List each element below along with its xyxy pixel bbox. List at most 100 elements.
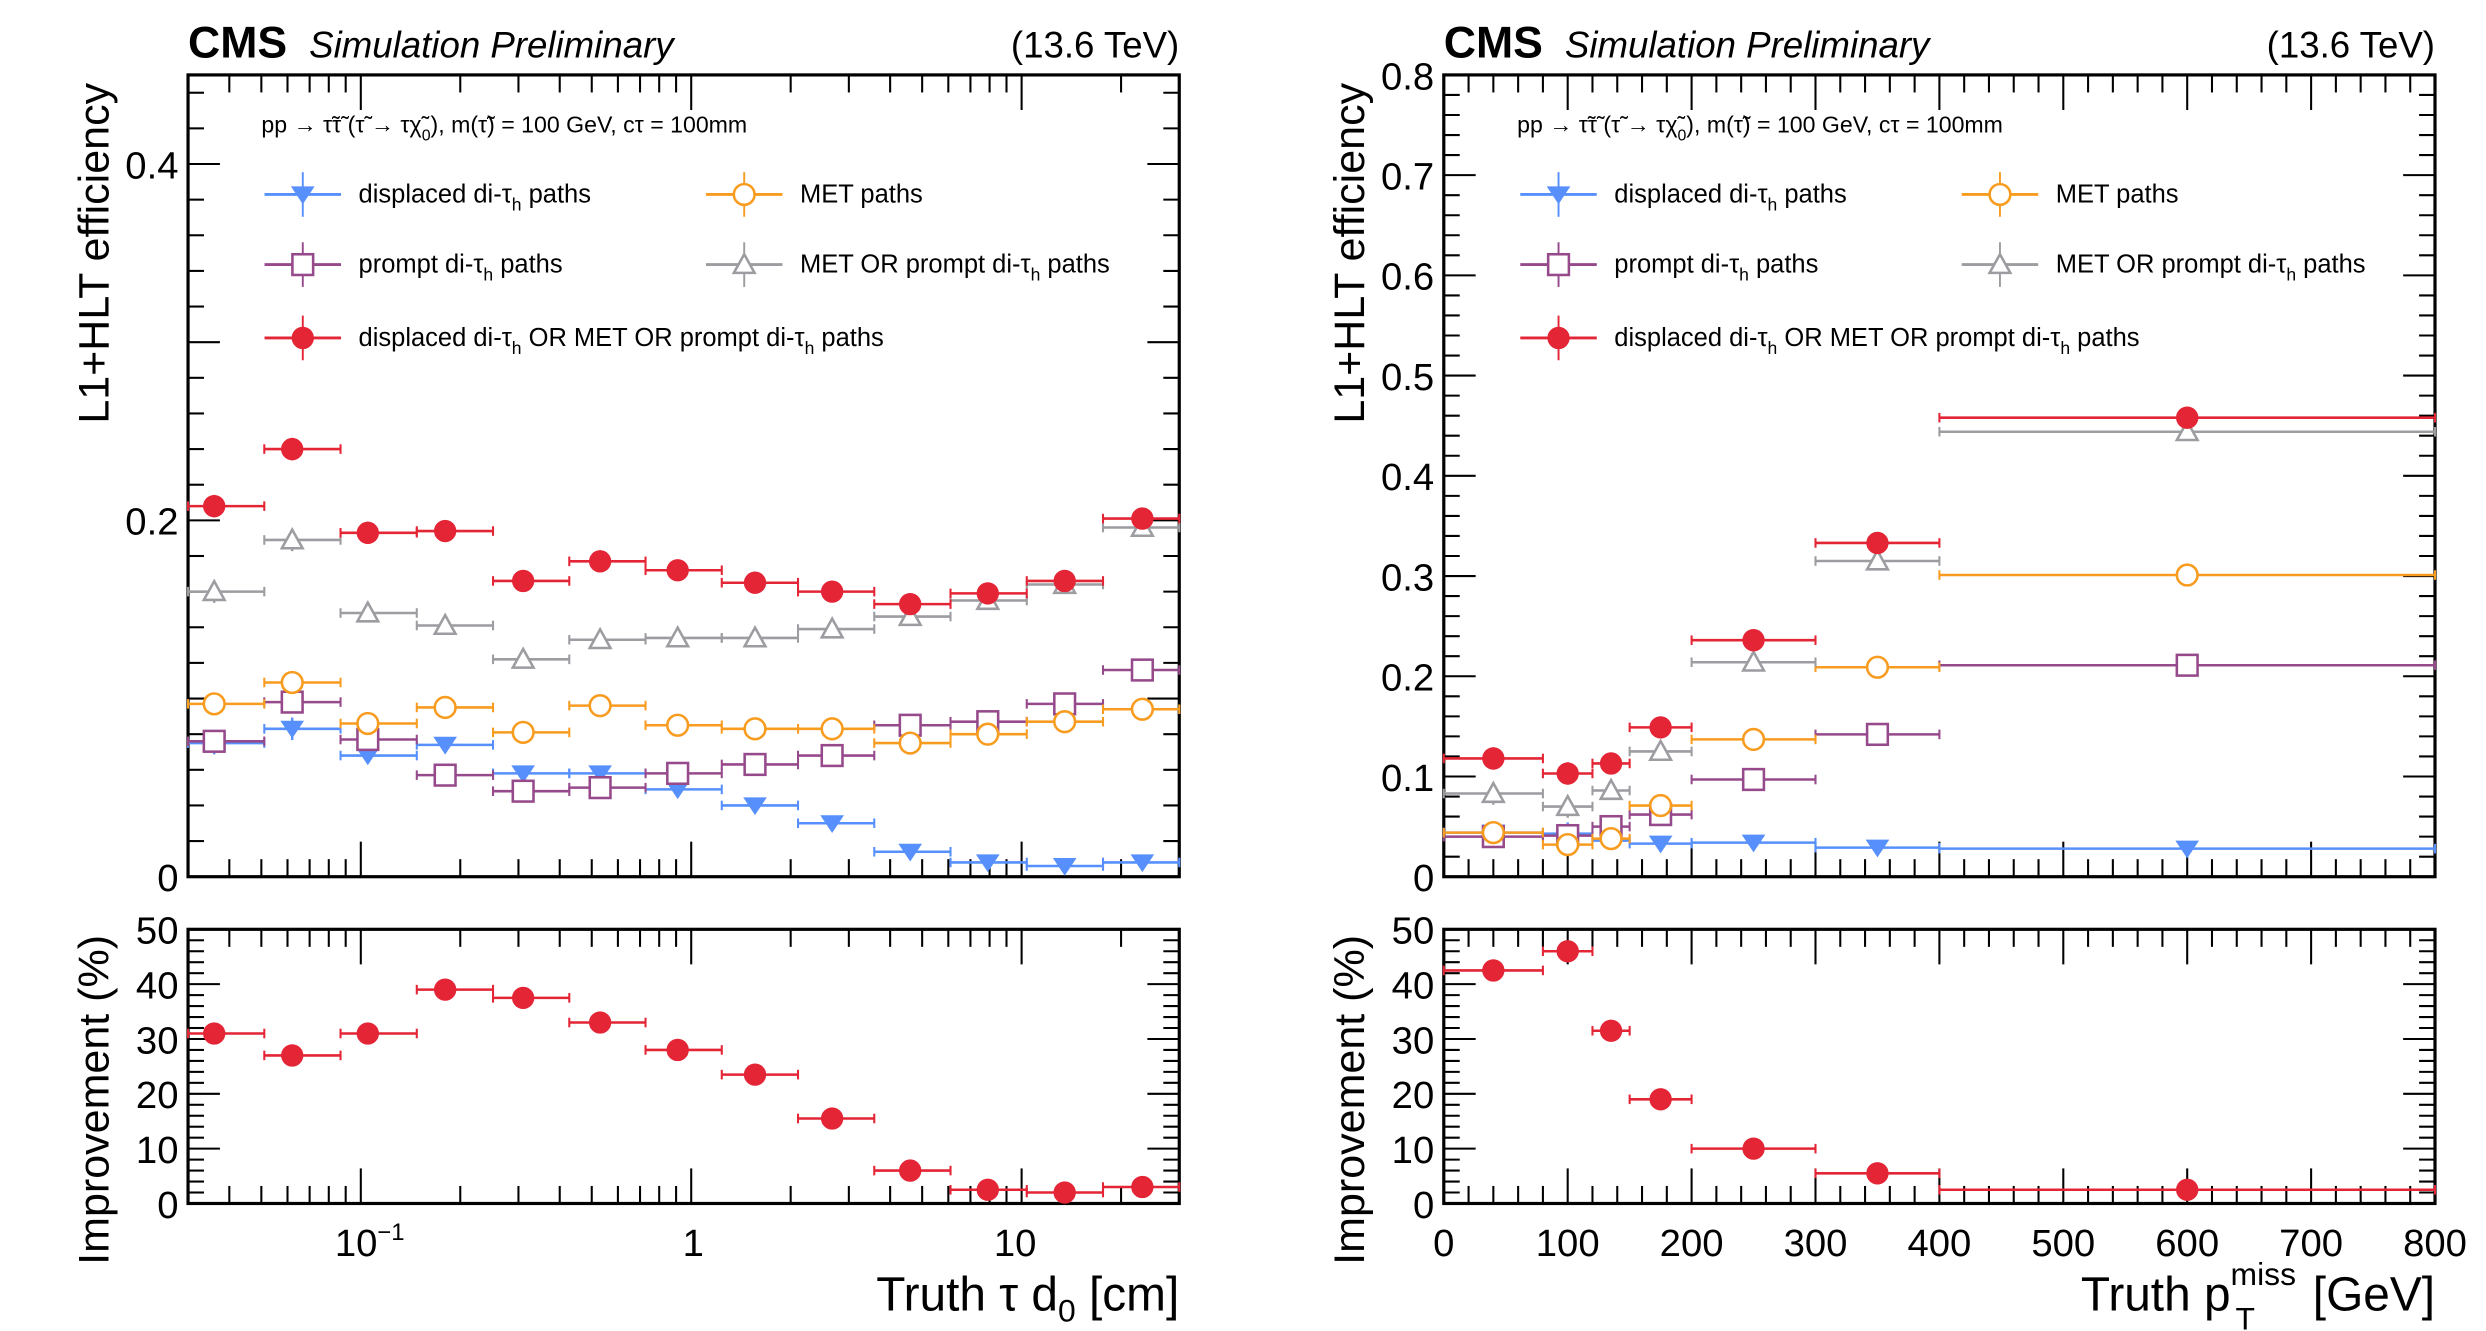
- cms-label-left: CMS: [188, 18, 287, 67]
- data-point-met: [2175, 563, 2199, 587]
- data-point-met: [743, 717, 767, 741]
- y-tick-label: 0: [1413, 1184, 1434, 1227]
- data-point-displaced: [1865, 839, 1890, 858]
- series-combined: [1442, 940, 2437, 1201]
- legend-marker-combined: [1520, 315, 1597, 361]
- y-tick-label: 0.7: [1381, 155, 1434, 198]
- process-label-right: pp → τ̃τ̃ (τ̃ → τχ̃0), m(τ̃) = 100 GeV, …: [1517, 111, 2003, 144]
- data-point-met: [1741, 727, 1766, 752]
- legend-symbol: [291, 252, 315, 277]
- data-point-met: [820, 717, 844, 741]
- right-xtick-labels: 0 100 200 300 400 500 600 700 800: [1433, 1222, 2467, 1265]
- data-point-prompt: [202, 729, 226, 753]
- data-point-met: [1481, 820, 1505, 845]
- series-combined: [187, 978, 1181, 1204]
- legend-label-met: MET paths: [800, 180, 923, 208]
- data-point-met_or_prompt: [201, 578, 227, 602]
- data-point-met: [1865, 655, 1890, 679]
- data-point-combined: [976, 1178, 999, 1201]
- data-point-combined: [1742, 1137, 1765, 1160]
- legend-marker-displaced: [264, 172, 342, 217]
- data-point-combined: [1131, 507, 1154, 530]
- data-point-combined: [2176, 1178, 2199, 1201]
- right-top-ylabel: L1+HLT efficiency: [1326, 82, 1374, 423]
- data-point-combined: [1556, 762, 1579, 785]
- y-tick-label: 0.4: [1381, 456, 1434, 499]
- left-bottom-ytick-labels: 0 10 20 30 40 50: [136, 910, 179, 1227]
- data-point-displaced: [1648, 835, 1673, 854]
- data-point-met_or_prompt: [587, 626, 613, 650]
- legend-label-met-or-prompt: MET OR prompt di-τh paths: [800, 251, 1110, 285]
- data-point-met: [202, 692, 226, 716]
- legend-marker-met: [1961, 172, 2039, 217]
- data-point-combined: [588, 550, 612, 573]
- data-point-combined: [1482, 747, 1505, 770]
- data-point-combined: [1866, 531, 1889, 555]
- data-point-met_or_prompt: [1648, 738, 1674, 761]
- x-tick-label: 100: [1536, 1222, 1600, 1265]
- data-point-displaced: [1052, 857, 1077, 876]
- legend-right: displaced di-τh paths MET paths prompt d…: [1520, 172, 2366, 361]
- y-tick-label: 20: [1392, 1074, 1435, 1117]
- y-tick-label: 0.8: [1381, 55, 1434, 98]
- data-point-prompt: [820, 743, 844, 768]
- y-tick-label: 50: [1392, 910, 1435, 953]
- left-top-ytick-labels: 0 0.2 0.4: [125, 144, 178, 900]
- left-bottom-axes: [186, 927, 1181, 1206]
- right-top-ytick-labels: 0 0.1 0.2 0.3 0.4 0.5 0.6 0.7 0.8: [1381, 55, 1434, 900]
- legend-symbol: [1988, 182, 2012, 207]
- legend-symbol: [1546, 186, 1571, 205]
- y-tick-label: 0.3: [1381, 556, 1434, 599]
- data-point-combined: [820, 580, 844, 603]
- data-point-met_or_prompt: [1598, 777, 1624, 801]
- right-bottom-axes: [1442, 927, 2437, 1206]
- data-point-combined: [743, 571, 767, 594]
- data-point-combined: [2176, 406, 2199, 429]
- legend-symbol: [290, 186, 315, 205]
- data-point-combined: [743, 1063, 767, 1086]
- x-tick-label: 300: [1784, 1222, 1848, 1265]
- y-tick-label: 0.2: [125, 501, 178, 544]
- legend-marker-met_or_prompt: [1961, 242, 2039, 287]
- data-point-met_or_prompt: [1480, 780, 1506, 804]
- legend-label-displaced: displaced di-τh paths: [359, 180, 591, 214]
- data-point-combined: [1866, 1162, 1889, 1185]
- legend-symbol: [1547, 326, 1570, 350]
- y-tick-label: 0: [157, 857, 178, 900]
- data-point-met: [280, 670, 304, 695]
- data-point-prompt: [588, 775, 612, 800]
- y-tick-label: 0.2: [1381, 657, 1434, 700]
- data-point-combined: [511, 986, 535, 1010]
- right-figure: CMS Simulation Preliminary (13.6 TeV) 00…: [1326, 18, 2467, 1331]
- data-point-combined: [1649, 716, 1672, 739]
- data-point-met: [976, 722, 1000, 746]
- series-combined: [187, 437, 1181, 616]
- data-point-met_or_prompt: [510, 646, 536, 669]
- left-xlabel: Truth τ d0 [cm]: [876, 1268, 1179, 1328]
- data-point-displaced: [743, 797, 767, 816]
- legend-label-met-or-prompt: MET OR prompt di-τh paths: [2056, 251, 2366, 285]
- data-point-met_or_prompt: [1864, 548, 1890, 571]
- legend-label-met: MET paths: [2056, 180, 2179, 208]
- series-displaced: [187, 717, 1181, 876]
- left-figure: CMS Simulation Preliminary (13.6 TeV) 00…: [70, 18, 1181, 1328]
- data-point-displaced: [433, 736, 457, 755]
- data-point-combined: [899, 592, 922, 616]
- y-tick-label: 0.4: [125, 144, 178, 187]
- data-point-displaced: [1741, 834, 1766, 853]
- y-tick-label: 40: [136, 964, 179, 1007]
- data-point-met: [1648, 793, 1673, 818]
- y-tick-label: 0: [157, 1184, 178, 1227]
- legend-marker-met: [705, 172, 783, 217]
- data-point-met_or_prompt: [432, 612, 458, 636]
- data-point-met_or_prompt: [1741, 649, 1767, 672]
- legend-symbol: [731, 251, 757, 275]
- data-point-combined: [1599, 1019, 1623, 1042]
- data-point-displaced: [975, 854, 1000, 873]
- legend-label-prompt: prompt di-τh paths: [359, 251, 563, 285]
- data-point-combined: [1131, 1175, 1154, 1199]
- y-tick-label: 0: [1413, 857, 1434, 900]
- left-xtick-label-10: 10: [994, 1222, 1037, 1265]
- status-label-right: Simulation Preliminary: [1565, 24, 1932, 65]
